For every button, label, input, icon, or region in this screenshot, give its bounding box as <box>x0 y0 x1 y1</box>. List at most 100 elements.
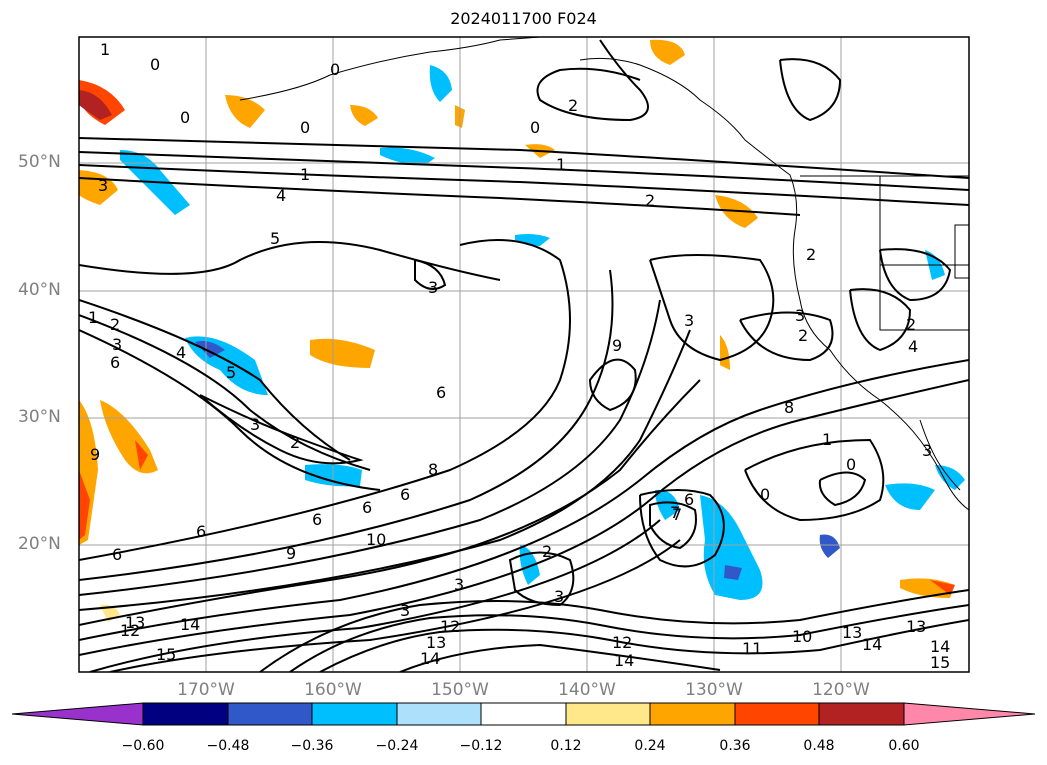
lon-label: 140°W <box>558 680 616 700</box>
contour-label: 6 <box>362 498 372 517</box>
contour-label: 14 <box>420 649 440 668</box>
contour-label: 6 <box>110 353 120 372</box>
contour-label: 10 <box>792 627 812 646</box>
contour-label: 6 <box>436 383 446 402</box>
contour-label: 11 <box>742 639 762 658</box>
contour-label: 2 <box>798 326 808 345</box>
contour-label: 15 <box>156 645 176 664</box>
contour-label: 2 <box>290 433 300 452</box>
colorbar-lower-extension <box>11 702 144 726</box>
contour-label: 0 <box>180 108 190 127</box>
contour-label: 1 <box>556 155 566 174</box>
contour-label: 9 <box>612 336 622 355</box>
colorbar-tick: 0.36 <box>719 738 751 754</box>
colorbar-tick: 0.48 <box>803 738 835 754</box>
contour-label: 14 <box>180 615 200 634</box>
contour-label: 12 <box>612 633 632 652</box>
colorbar-bin <box>311 702 398 726</box>
contour-label: 1 <box>300 165 310 184</box>
map-frame <box>78 36 970 673</box>
contour-label: 3 <box>795 306 805 325</box>
map-title: 2024011700 F024 <box>450 9 597 28</box>
contour-label: 8 <box>428 460 438 479</box>
contour-label: 9 <box>90 445 100 464</box>
contour-label: 3 <box>428 278 438 297</box>
contour-lines <box>79 39 969 672</box>
contour-label: 15 <box>930 653 950 672</box>
contour-label: 8 <box>784 398 794 417</box>
contour-label: 0 <box>530 118 540 137</box>
contour-label: 5 <box>270 229 280 248</box>
contour-label: 2 <box>542 542 552 561</box>
contour-label: 6 <box>400 485 410 504</box>
lon-label: 120°W <box>812 680 870 700</box>
colorbar-bin <box>142 702 229 726</box>
contour-label: 1 <box>88 308 98 327</box>
contour-label: 0 <box>300 118 310 137</box>
contour-label: 5 <box>226 363 236 382</box>
contour-label: 14 <box>614 651 634 670</box>
gridlines <box>79 37 969 672</box>
lon-label: 160°W <box>304 680 362 700</box>
contour-label: 2 <box>110 315 120 334</box>
lat-label: 40°N <box>18 280 61 300</box>
contour-label: 7 <box>672 505 682 524</box>
colorbar-tick: −0.48 <box>206 738 250 754</box>
colorbar-tick: −0.60 <box>121 738 165 754</box>
contour-label: 3 <box>454 575 464 594</box>
contour-label: 6 <box>112 545 122 564</box>
contour-label: 10 <box>366 530 386 549</box>
contour-label: 2 <box>645 191 655 210</box>
contour-label: 12 <box>440 617 460 636</box>
contour-label: 13 <box>426 633 446 652</box>
contour-label: 2 <box>906 315 916 334</box>
colorbar-tick: 0.60 <box>888 738 920 754</box>
lat-label: 30°N <box>18 407 61 427</box>
contour-label: 1 <box>822 430 832 449</box>
colorbar <box>11 702 1036 726</box>
contour-label: 0 <box>150 55 160 74</box>
contour-label-layer: 1 0 0 0 0 2 0 1 2 1 4 5 3 3 4 1 2 3 6 5 … <box>88 40 950 672</box>
colorbar-bin <box>227 702 313 726</box>
contour-label: 0 <box>760 485 770 504</box>
contour-label: 2 <box>806 245 816 264</box>
colorbar-bin <box>565 702 651 726</box>
colorbar-bin <box>818 702 905 726</box>
anomaly-fill-layer <box>79 39 965 622</box>
contour-label: 6 <box>684 490 694 509</box>
contour-label: 13 <box>906 617 926 636</box>
contour-label: 3 <box>684 311 694 330</box>
contour-label: 4 <box>908 337 918 356</box>
lon-label: 130°W <box>685 680 743 700</box>
contour-label: 6 <box>196 522 206 541</box>
contour-label: 4 <box>176 343 186 362</box>
contour-label: 7 <box>670 503 680 522</box>
contour-label: 3 <box>400 601 410 620</box>
lat-label: 50°N <box>18 152 61 172</box>
contour-label: 4 <box>276 186 286 205</box>
contour-label: 3 <box>112 335 122 354</box>
colorbar-bin <box>480 702 567 726</box>
colorbar-tick: −0.36 <box>290 738 334 754</box>
colorbar-bin <box>649 702 736 726</box>
colorbar-upper-extension <box>903 702 1036 726</box>
colorbar-bin <box>734 702 820 726</box>
contour-label: 14 <box>862 635 882 654</box>
contour-label: 13 <box>125 613 145 632</box>
contour-label: 0 <box>330 60 340 79</box>
contour-label: 12 <box>120 621 140 640</box>
colorbar-tick: −0.12 <box>459 738 503 754</box>
colorbar-bin <box>396 702 482 726</box>
contour-label: 2 <box>568 96 578 115</box>
contour-label: 13 <box>842 623 862 642</box>
lon-label: 170°W <box>177 680 235 700</box>
contour-label: 6 <box>312 510 322 529</box>
colorbar-tick: 0.12 <box>550 738 582 754</box>
contour-label: 0 <box>846 455 856 474</box>
colorbar-tick: 0.24 <box>634 738 666 754</box>
contour-label: 1 <box>100 40 110 59</box>
lat-label: 20°N <box>18 534 61 554</box>
contour-label: 9 <box>286 544 296 563</box>
contour-label: 3 <box>554 587 564 606</box>
contour-label: 3 <box>922 441 932 460</box>
